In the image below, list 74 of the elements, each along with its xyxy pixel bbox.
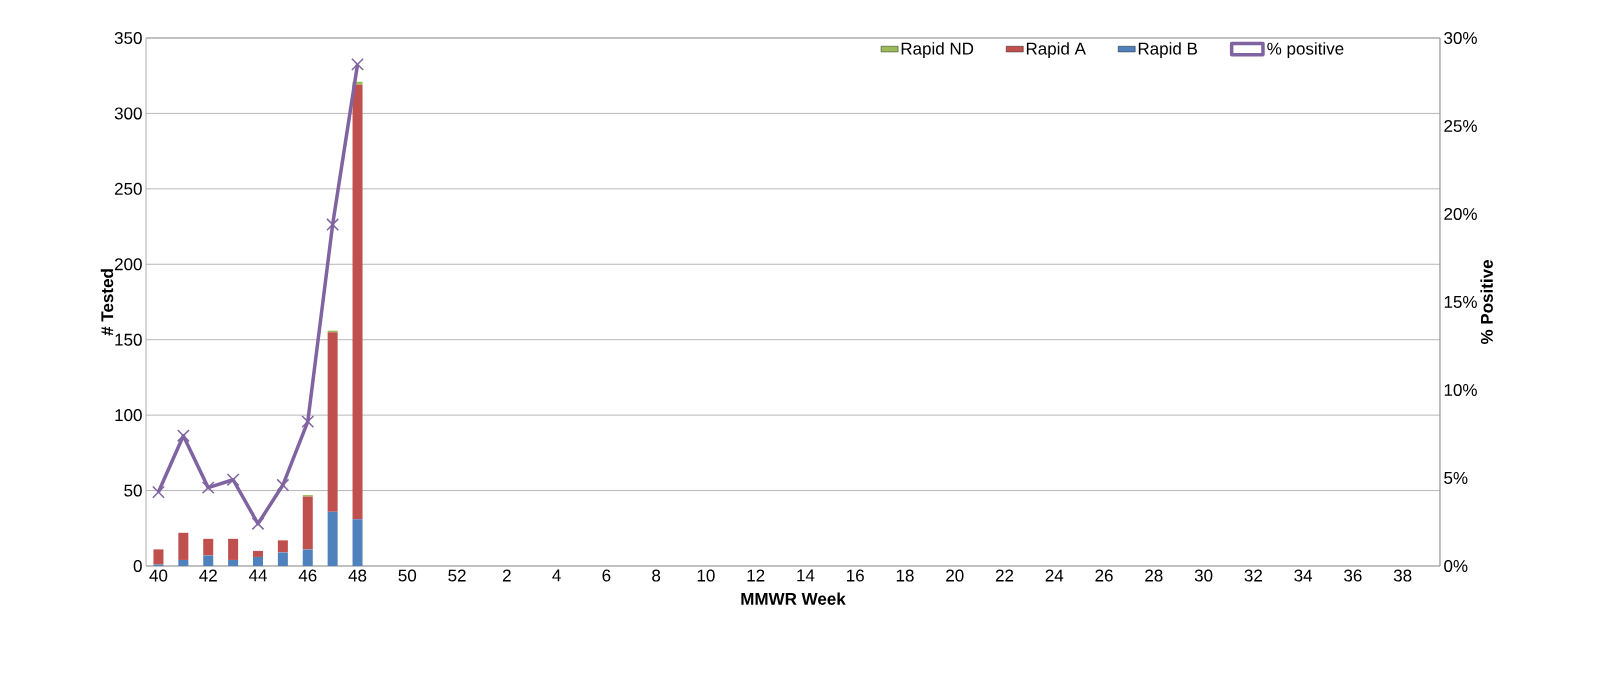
x-tick-label: 18 — [896, 569, 914, 582]
x-tick-label: 30 — [1194, 569, 1213, 582]
x-tick-label: 48 — [348, 569, 367, 582]
bar — [228, 559, 239, 566]
x-tick-label: 16 — [847, 569, 864, 582]
y-tick-label: 150 — [115, 333, 142, 346]
bar — [228, 538, 239, 560]
bar — [302, 549, 313, 566]
bar — [327, 332, 338, 512]
x-tick-label: 46 — [298, 569, 317, 582]
x-tick-label: 20 — [946, 569, 964, 582]
x-tick-label: 32 — [1244, 569, 1262, 582]
y2-tick-label: 25% — [1444, 119, 1477, 133]
y2-axis-title: % Positive — [1480, 260, 1493, 345]
y-tick-label: 300 — [114, 107, 142, 120]
bar — [277, 540, 288, 553]
y2-tick-label: 20% — [1444, 207, 1477, 221]
y-tick-label: 100 — [115, 409, 142, 422]
x-tick-label: 38 — [1393, 569, 1412, 582]
x-tick-label: 34 — [1294, 569, 1313, 582]
legend-label: Rapid B — [1138, 42, 1197, 59]
legend-label: Rapid ND — [901, 42, 974, 59]
bar — [178, 532, 189, 560]
y-tick-label: 0 — [133, 559, 142, 573]
point — [226, 473, 240, 487]
point — [201, 481, 215, 495]
y-tick-label: 200 — [114, 258, 142, 271]
y-axis-title: # Tested — [100, 269, 114, 336]
legend-label: Rapid A — [1026, 42, 1086, 59]
y2-tick-label: 0% — [1444, 559, 1468, 573]
legend-label: % positive — [1267, 42, 1344, 59]
y-tick-label: 350 — [114, 31, 142, 45]
y-tick-label: 50 — [124, 484, 142, 497]
bar — [203, 555, 214, 566]
bar — [153, 549, 164, 565]
bar — [178, 559, 189, 566]
x-tick-label: 14 — [797, 569, 815, 582]
y2-tick-label: 30% — [1444, 31, 1477, 45]
bar — [277, 552, 288, 566]
bar — [327, 511, 338, 566]
bar — [352, 519, 363, 566]
x-tick-label: 24 — [1045, 569, 1064, 582]
bar — [203, 538, 214, 556]
point — [351, 57, 364, 71]
x-tick-label: 8 — [652, 569, 661, 582]
point — [276, 478, 290, 492]
x-tick-label: 28 — [1145, 569, 1163, 582]
x-tick-label: 42 — [199, 569, 217, 582]
x-tick-label: 26 — [1095, 569, 1113, 582]
bar — [252, 556, 263, 566]
point — [152, 485, 165, 499]
point — [251, 517, 265, 531]
x-tick-label: 6 — [602, 569, 611, 582]
point — [176, 429, 190, 443]
y-tick-label: 250 — [114, 182, 142, 195]
x-tick-label: 40 — [149, 569, 168, 582]
x-tick-label: 44 — [248, 569, 267, 582]
x-tick-label: 22 — [995, 569, 1014, 582]
y2-tick-label: 15% — [1444, 296, 1477, 308]
point — [326, 218, 340, 231]
x-tick-label: 12 — [747, 569, 765, 582]
y2-tick-label: 5% — [1444, 472, 1468, 484]
y2-tick-label: 10% — [1444, 383, 1477, 397]
bar — [302, 496, 313, 550]
point — [301, 415, 315, 429]
x-tick-label: 2 — [502, 569, 511, 582]
x-tick-label: 50 — [398, 569, 417, 582]
x-axis-title: MMWR Week — [741, 592, 846, 605]
x-tick-label: 52 — [448, 569, 466, 582]
x-tick-label: 10 — [697, 569, 715, 582]
bar — [352, 84, 363, 520]
bar — [252, 550, 263, 557]
x-tick-label: 36 — [1344, 569, 1362, 582]
x-tick-label: 4 — [552, 569, 561, 582]
